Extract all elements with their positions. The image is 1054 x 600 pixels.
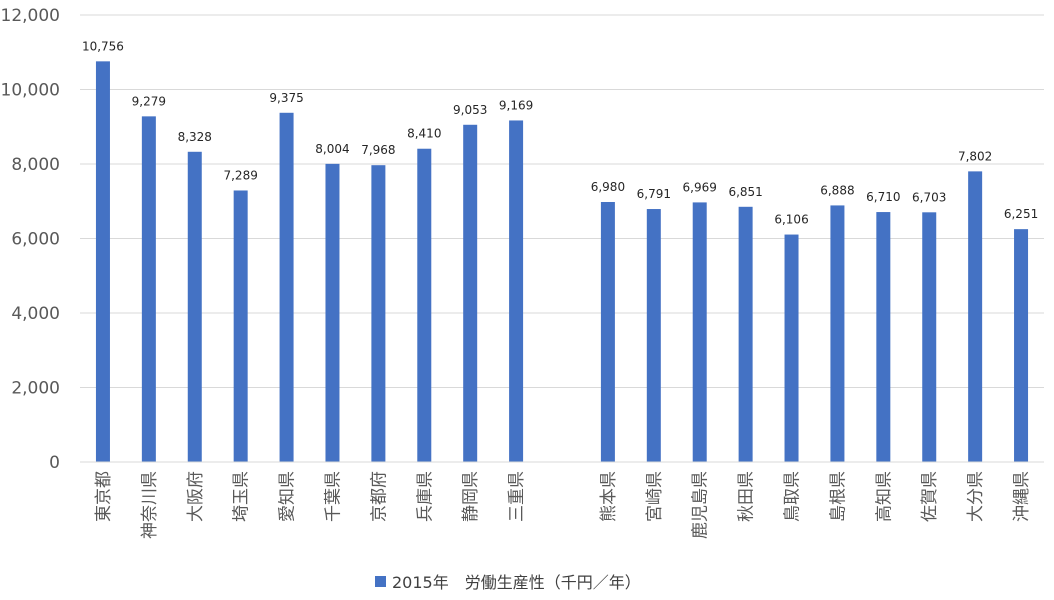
x-category-label: 京都府: [369, 471, 389, 522]
x-category-label: 鳥取県: [783, 471, 803, 522]
bar: [187, 151, 202, 463]
y-tick-label: 6,000: [11, 230, 60, 250]
bar: [233, 190, 248, 463]
x-category-label: 静岡県: [461, 471, 481, 522]
data-label: 9,279: [132, 94, 166, 108]
y-tick-label: 8,000: [11, 155, 60, 175]
bar: [876, 212, 891, 462]
legend: 2015年 労働生産性（千円／年）: [375, 570, 641, 592]
x-category-label: 鹿児島県: [691, 471, 711, 539]
bar: [371, 165, 386, 462]
x-category-label: 神奈川県: [140, 471, 160, 539]
x-category-label: 佐賀県: [920, 471, 940, 522]
x-category-label: 高知県: [874, 471, 894, 522]
bar: [968, 171, 983, 463]
data-label: 6,980: [591, 180, 625, 194]
data-label: 6,710: [866, 190, 900, 204]
x-category-label: 愛知県: [278, 471, 298, 522]
y-tick-label: 2,000: [11, 379, 60, 399]
bar: [509, 120, 524, 463]
x-category-label: 東京都: [94, 471, 114, 522]
data-label: 6,703: [912, 190, 946, 204]
bar: [95, 61, 110, 463]
data-label: 6,791: [637, 187, 671, 201]
bar: [830, 205, 845, 462]
legend-swatch: [375, 575, 386, 587]
data-label: 6,969: [683, 180, 717, 194]
data-labels: 10,756 9,279 8,328 7,289 9,375 8,004 7,968 8,41…: [82, 39, 1038, 226]
bar: [784, 234, 799, 462]
bar: [279, 112, 294, 462]
y-tick-label: 10,000: [1, 81, 60, 101]
y-tick-label: 12,000: [1, 6, 60, 26]
data-label: 6,851: [728, 185, 762, 199]
x-category-label: 沖縄県: [1012, 471, 1032, 522]
data-label: 8,004: [315, 142, 349, 156]
data-label: 9,169: [499, 98, 533, 112]
bar: [600, 201, 615, 462]
data-label: 8,410: [407, 127, 441, 141]
bar: [417, 148, 432, 463]
bar: [646, 209, 661, 462]
x-axis: 東京都 神奈川県 大阪府 埼玉県 愛知県 千葉県 京都府 兵庫県 静岡県 三重県 熊本県 宮崎県 鹿児島…: [80, 461, 1044, 539]
data-label: 9,053: [453, 103, 487, 117]
data-label: 7,802: [958, 149, 992, 163]
bar: [692, 202, 707, 462]
data-label: 6,251: [1004, 207, 1038, 221]
x-category-label: 宮崎県: [645, 471, 665, 522]
x-category-label: 秋田県: [737, 471, 757, 522]
data-label: 8,328: [178, 130, 212, 144]
bar: [325, 163, 340, 462]
x-category-label: 兵庫県: [415, 471, 435, 522]
x-category-label: 大分県: [966, 471, 986, 522]
bar: [141, 116, 156, 463]
bars: [95, 61, 1029, 463]
x-category-label: 埼玉県: [232, 471, 252, 522]
x-category-label: 千葉県: [323, 471, 343, 522]
data-label: 7,968: [361, 143, 395, 157]
data-label: 9,375: [269, 91, 303, 105]
bar: [738, 206, 753, 462]
x-category-label: 熊本県: [599, 471, 619, 522]
bar: [922, 212, 937, 462]
bar: [1014, 229, 1029, 462]
y-tick-label: 0: [49, 453, 60, 473]
bar: [463, 124, 478, 462]
x-category-label: 三重県: [507, 471, 527, 522]
data-label: 6,888: [820, 183, 854, 197]
data-label: 6,106: [774, 213, 808, 227]
data-label: 7,289: [223, 168, 257, 182]
x-category-label: 大阪府: [186, 471, 206, 522]
data-label: 10,756: [82, 39, 124, 53]
x-category-label: 島根県: [828, 471, 848, 522]
y-axis: 0 2,000 4,000 6,000 8,000 10,000 12,000: [1, 6, 60, 473]
y-tick-label: 4,000: [11, 304, 60, 324]
legend-label: 2015年 労働生産性（千円／年）: [392, 573, 641, 592]
